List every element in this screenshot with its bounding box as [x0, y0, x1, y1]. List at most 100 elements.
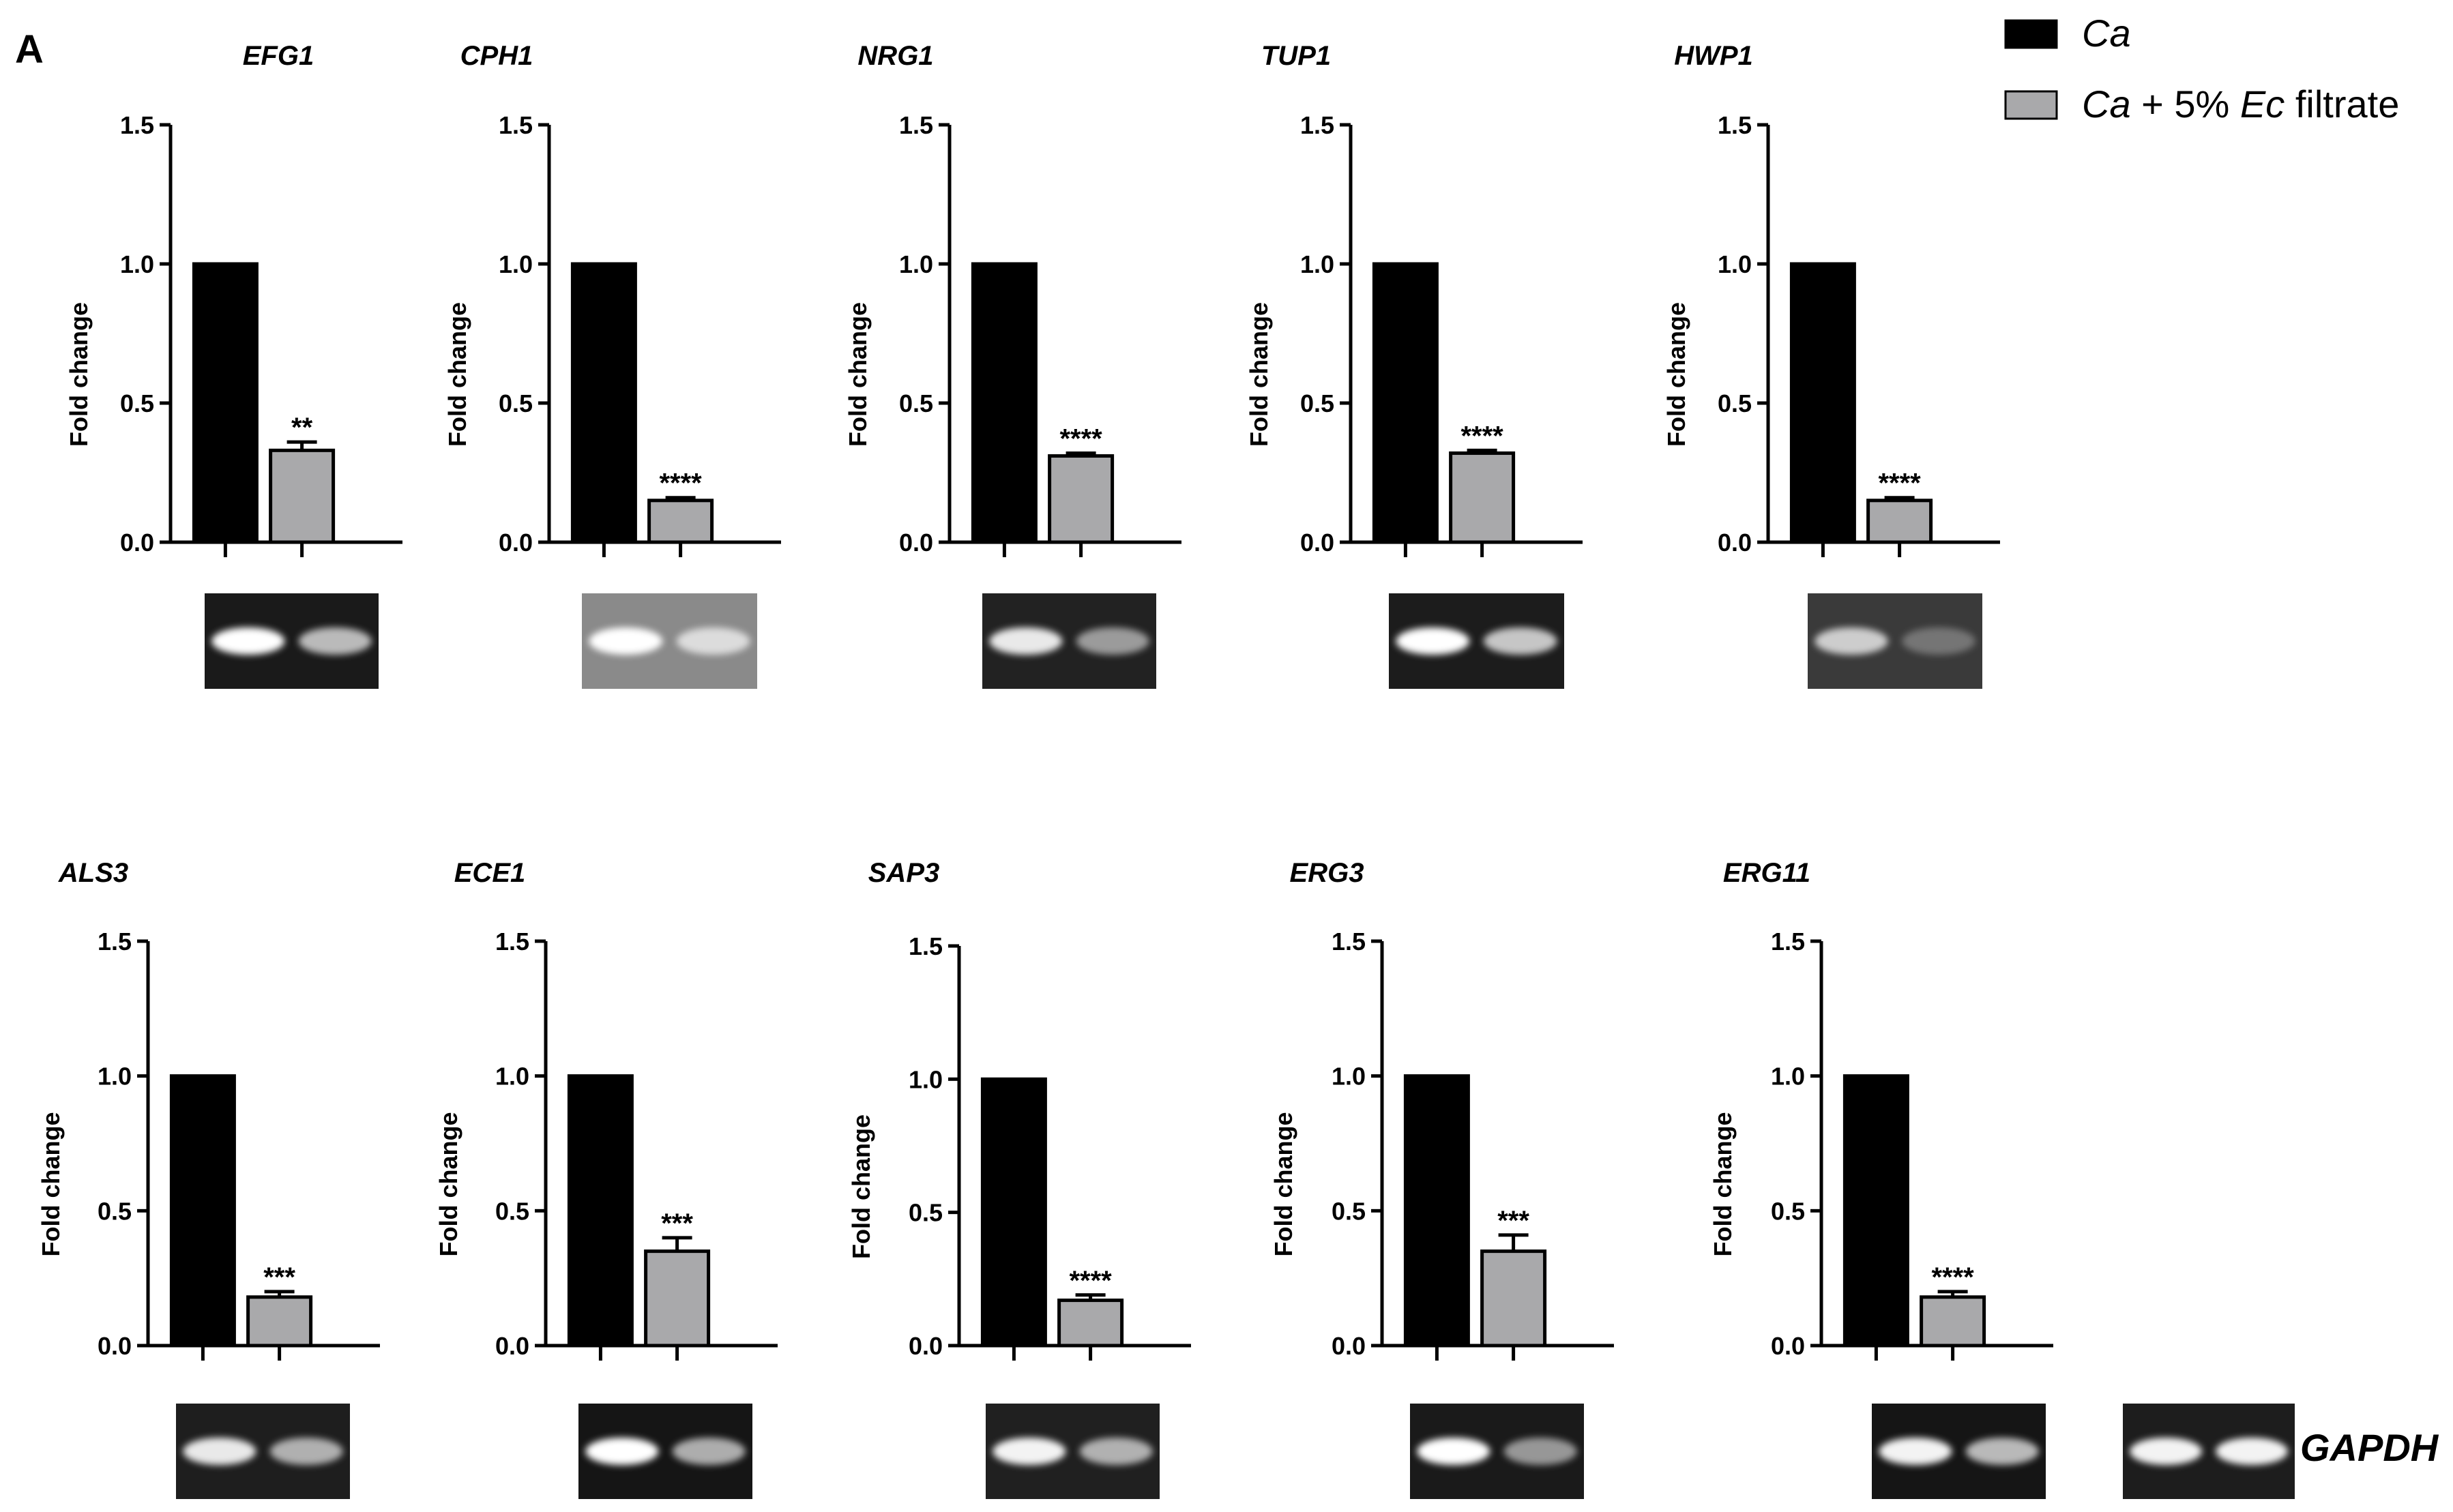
bar-ca-ec	[644, 1249, 711, 1348]
y-axis-label: Fold change	[1269, 1112, 1297, 1256]
chart-title: NRG1	[857, 41, 933, 71]
y-tick-label: 1.5	[909, 932, 943, 960]
y-tick-label: 1.5	[1718, 111, 1752, 139]
significance-label: ****	[1878, 469, 1921, 499]
y-tick-label: 1.0	[909, 1065, 943, 1093]
chart-cph1-gel-band	[589, 627, 663, 655]
y-tick-label: 1.5	[98, 928, 132, 955]
chart-cph1-gel-band	[676, 627, 750, 655]
chart-erg11: ERG11 0.0 0.5 1.0 1.5 Fold change ****	[1709, 858, 2053, 1499]
chart-tup1-gel	[1389, 593, 1564, 689]
bar-ca-ec	[647, 499, 714, 544]
chart-tup1: TUP1 0.0 0.5 1.0 1.5 Fold change ****	[1245, 41, 1583, 689]
chart-ece1-gel	[578, 1404, 752, 1499]
bar-ca	[980, 1077, 1047, 1348]
significance-label: ***	[1497, 1206, 1529, 1236]
y-tick-label: 1.5	[1300, 111, 1334, 139]
bar-ca-ec	[1480, 1249, 1547, 1348]
bar-ca	[1842, 1074, 1909, 1348]
chart-erg11-gel-band	[1879, 1438, 1952, 1465]
y-tick-label: 0.5	[909, 1199, 943, 1227]
chart-tup1-gel-band	[1483, 627, 1557, 655]
chart-title: TUP1	[1261, 41, 1331, 71]
y-axis-label: Fold change	[435, 1112, 462, 1256]
gapdh-gel	[2123, 1404, 2295, 1499]
chart-hwp1-gel-band	[1815, 627, 1888, 655]
significance-label: ****	[1460, 421, 1503, 451]
y-tick-label: 0.0	[1771, 1332, 1805, 1360]
bar-ca	[192, 262, 259, 544]
chart-nrg1-gel-band	[989, 627, 1063, 655]
y-tick-label: 1.5	[120, 111, 154, 139]
legend-swatch-ca-ec	[2004, 90, 2058, 120]
y-axis-label: Fold change	[847, 1114, 875, 1259]
y-tick-label: 0.5	[899, 389, 933, 417]
y-tick-label: 1.0	[98, 1063, 132, 1091]
chart-als3-gel	[176, 1404, 350, 1499]
legend-label-part: filtrate	[2285, 83, 2399, 125]
significance-label: ****	[1069, 1266, 1112, 1296]
chart-ece1-gel-band	[672, 1438, 746, 1465]
y-tick-label: 0.0	[1300, 529, 1334, 557]
panel-label: A	[15, 27, 44, 72]
y-axis-label: Fold change	[844, 302, 872, 447]
y-tick-label: 1.0	[495, 1063, 529, 1091]
y-tick-label: 0.5	[1332, 1197, 1366, 1225]
chart-hwp1-gel	[1808, 593, 1982, 689]
bar-ca-ec	[1057, 1299, 1124, 1348]
chart-sap3-gel-band	[993, 1438, 1066, 1465]
significance-label: **	[291, 413, 313, 443]
chart-erg11-gel-band	[1965, 1438, 2039, 1465]
significance-label: ****	[1931, 1262, 1974, 1292]
y-axis-label: Fold change	[443, 302, 471, 447]
chart-nrg1: NRG1 0.0 0.5 1.0 1.5 Fold change ****	[844, 41, 1181, 689]
significance-label: ***	[263, 1262, 295, 1292]
bar-ca-ec	[1449, 451, 1516, 544]
gapdh-gel-band	[2216, 1438, 2288, 1465]
chart-efg1-gel-band	[298, 627, 372, 655]
y-tick-label: 0.0	[120, 529, 154, 557]
legend-label-ca-ec: Ca + 5% Ec filtrate	[2082, 83, 2399, 125]
charts: EFG1 0.0 0.5 1.0 1.5 Fold change ** CPH1 0.0 0.5 1…	[37, 41, 2053, 1499]
chart-erg11-gel	[1872, 1404, 2046, 1499]
bar-ca-ec	[269, 448, 336, 544]
chart-title: HWP1	[1674, 41, 1753, 71]
y-axis-label: Fold change	[1245, 302, 1273, 447]
y-tick-label: 0.5	[499, 389, 533, 417]
gapdh-label: GAPDH	[2300, 1426, 2439, 1469]
y-tick-label: 1.0	[499, 250, 533, 278]
y-tick-label: 0.5	[98, 1197, 132, 1225]
significance-label: ***	[661, 1209, 693, 1239]
y-tick-label: 0.0	[499, 529, 533, 557]
y-tick-label: 1.5	[499, 111, 533, 139]
y-tick-label: 0.5	[120, 389, 154, 417]
y-tick-label: 1.0	[899, 250, 933, 278]
y-tick-label: 1.5	[495, 928, 529, 955]
legend-label-part: + 5%	[2131, 83, 2240, 125]
gapdh-gel	[2123, 1404, 2295, 1499]
chart-erg3-gel	[1410, 1404, 1584, 1499]
y-tick-label: 0.5	[1300, 389, 1334, 417]
chart-cph1-gel	[582, 593, 757, 689]
legend-label-part: Ec	[2240, 83, 2285, 125]
bar-ca	[971, 262, 1038, 544]
significance-label: ****	[1059, 424, 1102, 454]
chart-sap3-gel	[986, 1404, 1160, 1499]
chart-erg3-gel-band	[1417, 1438, 1490, 1465]
chart-erg3: ERG3 0.0 0.5 1.0 1.5 Fold change ***	[1269, 858, 1614, 1499]
bar-ca	[1372, 262, 1439, 544]
chart-als3-gel-band	[269, 1438, 343, 1465]
y-tick-label: 1.0	[1771, 1063, 1805, 1091]
y-axis-label: Fold change	[1709, 1112, 1737, 1256]
y-tick-label: 0.0	[495, 1332, 529, 1360]
y-tick-label: 0.0	[1718, 529, 1752, 557]
chart-als3: ALS3 0.0 0.5 1.0 1.5 Fold change ***	[37, 858, 380, 1499]
chart-nrg1-gel-band	[1076, 627, 1149, 655]
y-tick-label: 1.0	[120, 250, 154, 278]
y-tick-label: 0.0	[909, 1332, 943, 1360]
y-tick-label: 1.5	[1332, 928, 1366, 955]
y-tick-label: 1.5	[899, 111, 933, 139]
chart-nrg1-gel	[982, 593, 1156, 689]
chart-erg3-gel-band	[1503, 1438, 1577, 1465]
y-tick-label: 0.5	[495, 1197, 529, 1225]
